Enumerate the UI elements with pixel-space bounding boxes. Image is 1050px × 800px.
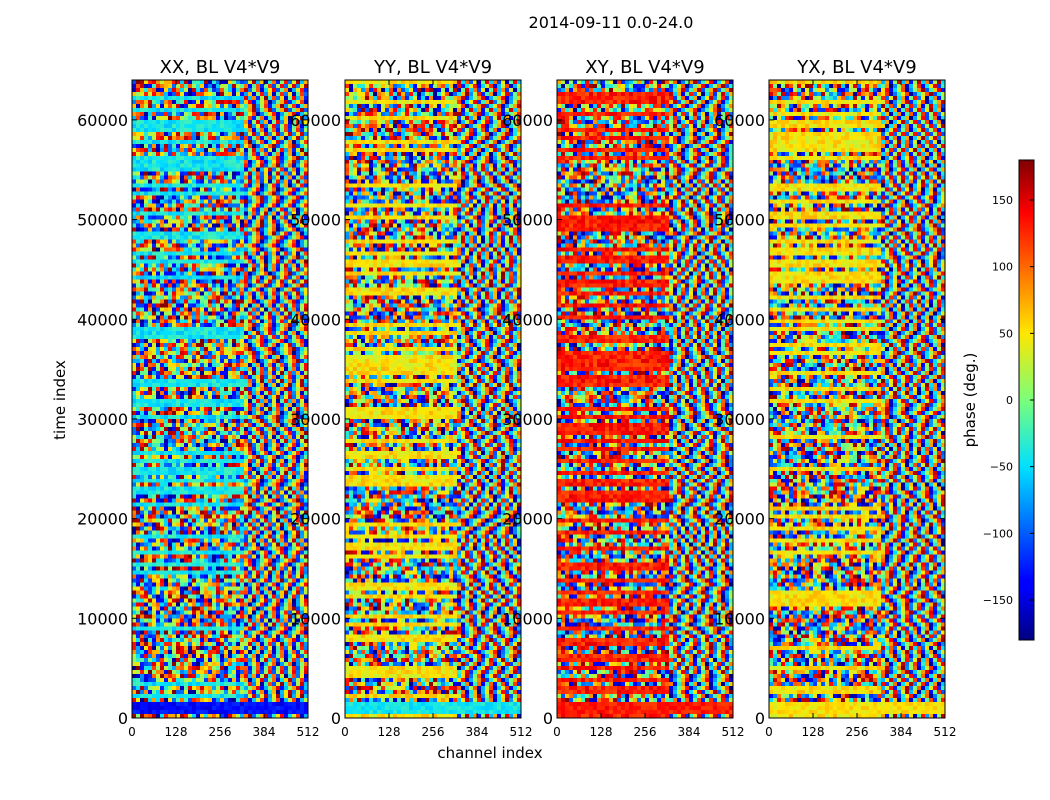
x-tick-label: 0 (553, 725, 561, 739)
colorbar-tick-label: −50 (990, 461, 1013, 474)
x-tick-label: 512 (297, 725, 320, 739)
colorbar-tick-label: 150 (992, 194, 1013, 207)
y-tick-label: 30000 (714, 410, 765, 429)
x-tick-label: 128 (590, 725, 613, 739)
phase-image (769, 80, 945, 718)
phase-raster (132, 80, 308, 718)
panels-group: XX, BL V4*V9 0 128 256 384 512 0 10000 20000 3000… (77, 57, 956, 739)
y-tick-label: 50000 (77, 211, 128, 230)
x-tick-label: 384 (890, 725, 913, 739)
y-tick-label: 60000 (502, 111, 553, 130)
phase-raster (769, 80, 945, 718)
y-tick-label: 60000 (714, 111, 765, 130)
panel-1: XX, BL V4*V9 0 128 256 384 512 0 10000 20000 3000… (77, 57, 319, 739)
phase-raster (557, 80, 733, 718)
y-tick-label: 50000 (502, 211, 553, 230)
y-tick-label: 10000 (714, 609, 765, 628)
y-tick-label: 30000 (290, 410, 341, 429)
y-axis-label: time index (51, 360, 69, 440)
colorbar-tick-label: 100 (992, 261, 1013, 274)
colorbar-tick-label: −150 (983, 594, 1013, 607)
y-tick-label: 0 (755, 709, 765, 728)
y-tick-label: 40000 (77, 310, 128, 329)
colorbar-label: phase (deg.) (961, 353, 979, 448)
x-tick-label: 128 (802, 725, 825, 739)
y-tick-label: 0 (331, 709, 341, 728)
panel-2: YY, BL V4*V9 0 128 256 384 512 0 10000 20000 3000… (290, 57, 532, 739)
x-tick-label: 256 (634, 725, 657, 739)
x-tick-label: 128 (378, 725, 401, 739)
colorbar-tick-label: 50 (999, 327, 1013, 340)
colorbar-tick-label: 0 (1006, 394, 1013, 407)
y-tick-label: 20000 (77, 510, 128, 529)
y-tick-label: 40000 (290, 310, 341, 329)
y-tick-label: 60000 (290, 111, 341, 130)
x-tick-label: 0 (128, 725, 136, 739)
x-tick-label: 256 (846, 725, 869, 739)
y-tick-label: 30000 (502, 410, 553, 429)
figure-title: 2014-09-11 0.0-24.0 (529, 13, 694, 32)
panel-4: YX, BL V4*V9 0 128 256 384 512 0 10000 20000 3000… (714, 57, 956, 739)
y-tick-label: 40000 (714, 310, 765, 329)
panel-title: YX, BL V4*V9 (796, 57, 916, 78)
y-tick-label: 30000 (77, 410, 128, 429)
panel-3: XY, BL V4*V9 0 128 256 384 512 0 10000 20000 3000… (502, 57, 744, 739)
phase-image (557, 80, 733, 718)
panel-title: XX, BL V4*V9 (160, 57, 281, 78)
x-tick-label: 384 (253, 725, 276, 739)
y-tick-label: 20000 (502, 510, 553, 529)
y-tick-label: 20000 (290, 510, 341, 529)
x-tick-label: 0 (341, 725, 349, 739)
y-tick-label: 60000 (77, 111, 128, 130)
panel-title: XY, BL V4*V9 (585, 57, 704, 78)
x-tick-label: 384 (466, 725, 489, 739)
colorbar: phase (deg.) 150 100 50 0 −50 −100 −150 (961, 159, 1035, 641)
y-tick-label: 20000 (714, 510, 765, 529)
x-tick-label: 512 (510, 725, 533, 739)
x-tick-label: 512 (722, 725, 745, 739)
y-tick-label: 50000 (290, 211, 341, 230)
y-tick-label: 10000 (290, 609, 341, 628)
x-tick-label: 0 (765, 725, 773, 739)
y-tick-label: 0 (118, 709, 128, 728)
x-tick-label: 384 (678, 725, 701, 739)
y-tick-label: 40000 (502, 310, 553, 329)
phase-image (345, 80, 521, 718)
x-tick-label: 128 (165, 725, 188, 739)
panel-title: YY, BL V4*V9 (373, 57, 492, 78)
x-tick-label: 512 (934, 725, 957, 739)
y-tick-label: 10000 (502, 609, 553, 628)
y-tick-label: 50000 (714, 211, 765, 230)
y-tick-label: 0 (543, 709, 553, 728)
x-tick-label: 256 (422, 725, 445, 739)
y-tick-label: 10000 (77, 609, 128, 628)
phase-image (132, 80, 308, 718)
x-axis-label: channel index (437, 744, 542, 762)
x-tick-label: 256 (209, 725, 232, 739)
colorbar-tick-label: −100 (983, 527, 1013, 540)
phase-raster (345, 80, 521, 718)
